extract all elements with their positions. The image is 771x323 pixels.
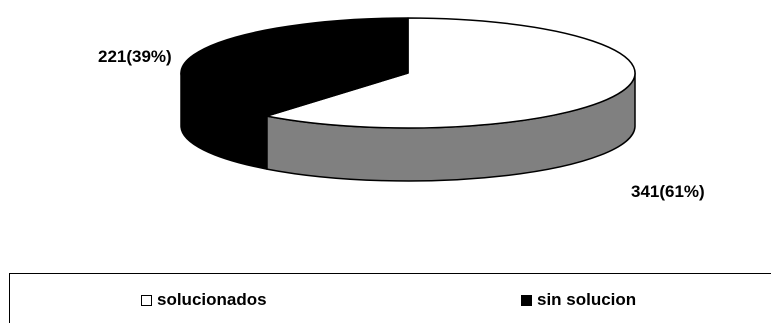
pie-slice-solucionados [266,17,636,129]
legend-item-solucionados: solucionados [141,290,267,310]
legend-swatch-sin-solucion [521,294,532,306]
pie-slice-sin-solucion [180,17,409,117]
pie-slices [180,17,636,182]
legend-swatch-solucionados [141,294,152,306]
legend-item-sin-solucion: sin solucion [521,290,636,310]
chart-legend: solucionados sin solucion [9,273,771,323]
pie-chart: 341(61%) 221(39%) [98,17,705,201]
data-label-solucionados: 341(61%) [631,182,705,201]
data-label-sin-solucion: 221(39%) [98,47,172,66]
legend-label-solucionados: solucionados [157,290,267,309]
legend-label-sin-solucion: sin solucion [537,290,637,309]
